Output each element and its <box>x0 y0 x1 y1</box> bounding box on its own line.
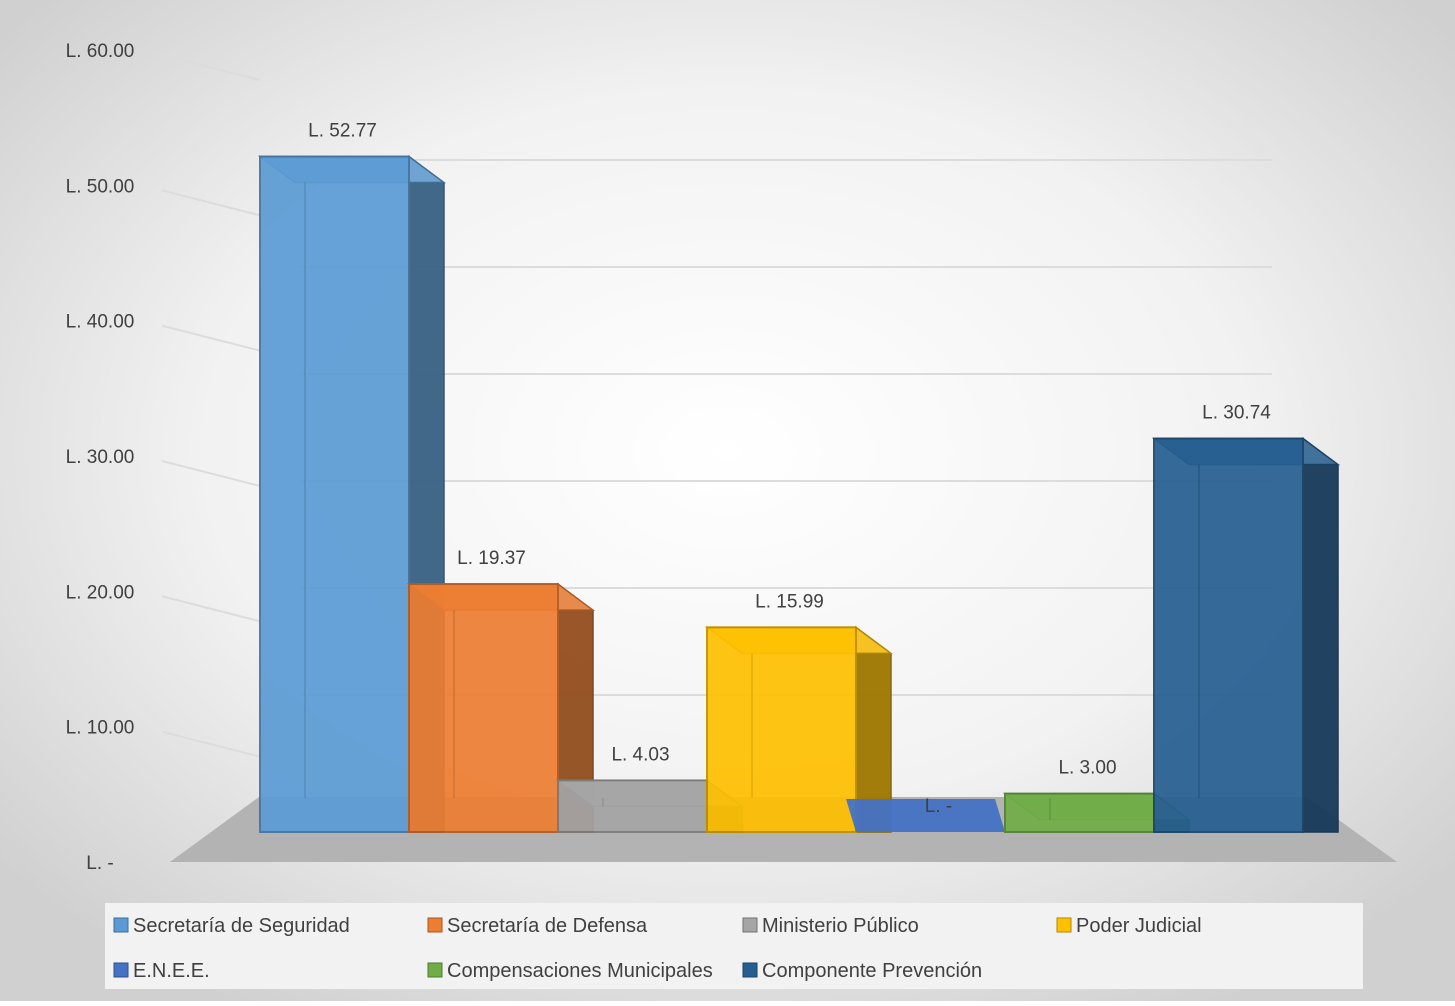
legend-label: Secretaría de Defensa <box>447 915 648 937</box>
bar <box>704 625 894 833</box>
y-tick-label: L. 60.00 <box>66 41 135 62</box>
legend-swatch <box>742 962 758 978</box>
y-tick-label: L. - <box>86 853 113 874</box>
gridline-side <box>161 460 261 487</box>
gridline-side <box>161 324 261 352</box>
bar <box>406 582 596 834</box>
legend-label: Poder Judicial <box>1076 915 1202 937</box>
bar-front-face <box>706 626 857 833</box>
data-label: L. 15.99 <box>755 591 824 612</box>
bar-front-face <box>1153 437 1304 833</box>
bar-zero-slab <box>846 799 1005 832</box>
legend-label: Componente Prevención <box>762 960 982 982</box>
legend-label: Compensaciones Municipales <box>447 960 713 982</box>
legend-swatch <box>427 962 443 978</box>
bar-front-face <box>408 583 559 834</box>
data-label: L. 4.03 <box>611 744 669 765</box>
bar-front-face <box>557 779 708 834</box>
y-tick-label: L. 30.00 <box>66 447 135 468</box>
gridline-side <box>161 189 261 217</box>
legend-label: E.N.E.E. <box>133 960 210 982</box>
bars <box>257 155 1341 834</box>
y-axis: L. - L. 10.00 L. 20.00 L. 30.00 L. 40.00 L. 5… <box>66 41 135 874</box>
gridline-side <box>161 595 261 623</box>
legend: Secretaría de Seguridad Secretaría de Def… <box>105 903 1363 989</box>
y-tick-label: L. 20.00 <box>66 582 135 603</box>
legend-swatch <box>1056 917 1072 933</box>
bar-front-face <box>259 155 410 833</box>
legend-swatch <box>113 962 129 978</box>
data-label: L. 19.37 <box>457 548 526 569</box>
legend-label: Secretaría de Seguridad <box>133 915 350 937</box>
bar-side-face <box>1302 437 1339 833</box>
y-tick-label: L. 40.00 <box>66 312 135 333</box>
legend-swatch <box>427 917 443 933</box>
gridline-side <box>161 730 261 758</box>
legend-background <box>105 903 1363 989</box>
data-labels: L. 52.77 L. 19.37 L. 4.03 L. 15.99 L. - L. 3.… <box>308 121 1271 817</box>
legend-swatch <box>742 917 758 933</box>
bar <box>1151 437 1341 833</box>
data-label: L. 3.00 <box>1058 758 1116 779</box>
data-label: L. - <box>925 796 952 817</box>
legend-label: Ministerio Público <box>762 915 919 937</box>
data-label: L. 52.77 <box>308 121 377 142</box>
gridline-side <box>161 54 261 81</box>
data-label: L. 30.74 <box>1202 403 1271 424</box>
y-tick-label: L. 10.00 <box>66 718 135 739</box>
legend-swatch <box>113 917 129 933</box>
bar-front-face <box>1004 792 1155 833</box>
y-tick-label: L. 50.00 <box>66 176 135 197</box>
bar <box>846 799 1005 832</box>
